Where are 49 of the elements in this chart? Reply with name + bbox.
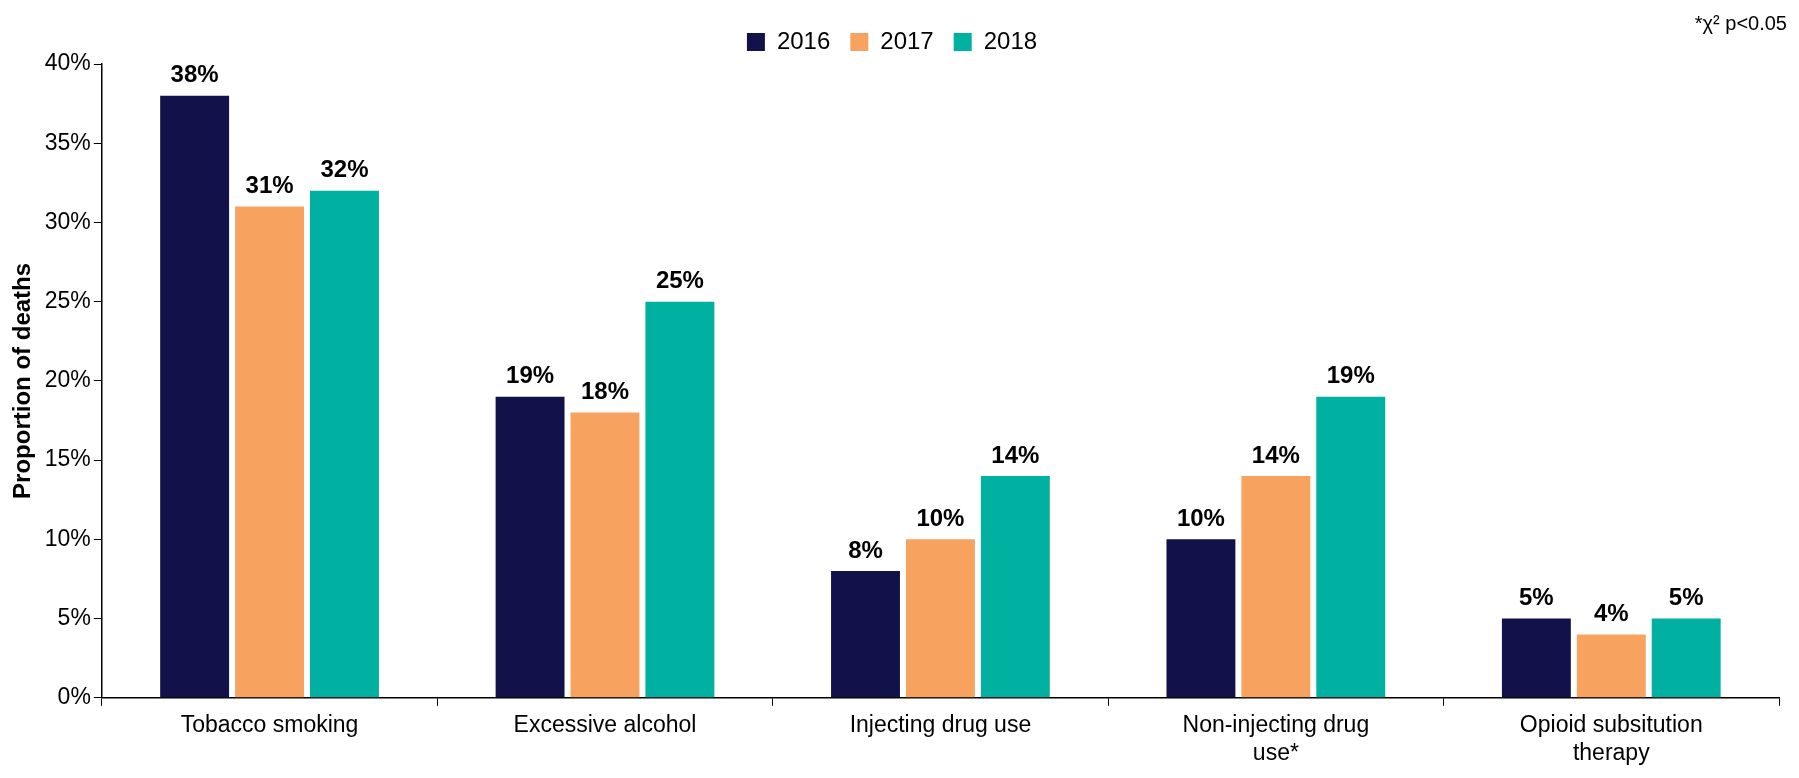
y-tick-label: 25%: [44, 287, 91, 314]
data-label: 19%: [1326, 361, 1375, 389]
x-tick-label: Injecting drug use: [849, 710, 1032, 737]
text: *χ² p<0.05: [1694, 11, 1787, 34]
data-label: 14%: [1251, 440, 1300, 468]
y-tick-label: 5%: [57, 603, 91, 630]
y-tick-label: 35%: [44, 128, 91, 155]
data-label: 4%: [1593, 599, 1629, 627]
y-axis-title: Proportion of deaths: [8, 262, 36, 499]
data-label: 18%: [580, 377, 630, 405]
data-label: 10%: [916, 503, 965, 531]
x-tick-label: Non-injecting drug use*: [1182, 710, 1370, 765]
x-tick-label: Tobacco smoking: [180, 710, 359, 737]
bar: [1576, 634, 1646, 698]
y-tick-label: 10%: [44, 524, 91, 551]
bar: [1241, 475, 1311, 698]
bar: [831, 571, 900, 698]
legend-label: 2018: [983, 26, 1038, 54]
bar: [645, 301, 715, 698]
data-label: 10%: [1176, 503, 1225, 531]
data-label: 14%: [991, 440, 1040, 468]
data-label: 38%: [170, 60, 219, 88]
bar: [905, 539, 975, 698]
x-tick-label: Opioid subsitution therapy: [1519, 710, 1703, 765]
bar: [1166, 539, 1236, 698]
data-label: 31%: [245, 171, 294, 199]
data-label: 19%: [506, 361, 555, 389]
bar: [235, 206, 305, 698]
bar: [570, 412, 640, 698]
bar: [495, 396, 565, 698]
bar: [980, 475, 1050, 698]
data-label: 32%: [320, 155, 369, 183]
data-label: 25%: [655, 266, 704, 294]
bar: [1501, 618, 1571, 698]
y-tick-label: 40%: [44, 49, 91, 76]
data-label: 5%: [1519, 583, 1554, 611]
bar: [160, 95, 230, 698]
data-label: 5%: [1668, 583, 1704, 611]
legend-label: 2016: [776, 26, 831, 54]
legend-label: 2017: [880, 26, 934, 54]
y-tick-label: 20%: [44, 366, 91, 393]
bar: [1316, 396, 1386, 698]
data-label: 8%: [848, 535, 883, 563]
bar: [1651, 618, 1721, 698]
y-tick-label: 15%: [44, 445, 91, 472]
y-tick-label: 0%: [57, 683, 91, 710]
x-tick-label: Excessive alcohol: [513, 710, 697, 737]
y-tick-label: 30%: [44, 207, 91, 234]
bar: [310, 190, 379, 698]
